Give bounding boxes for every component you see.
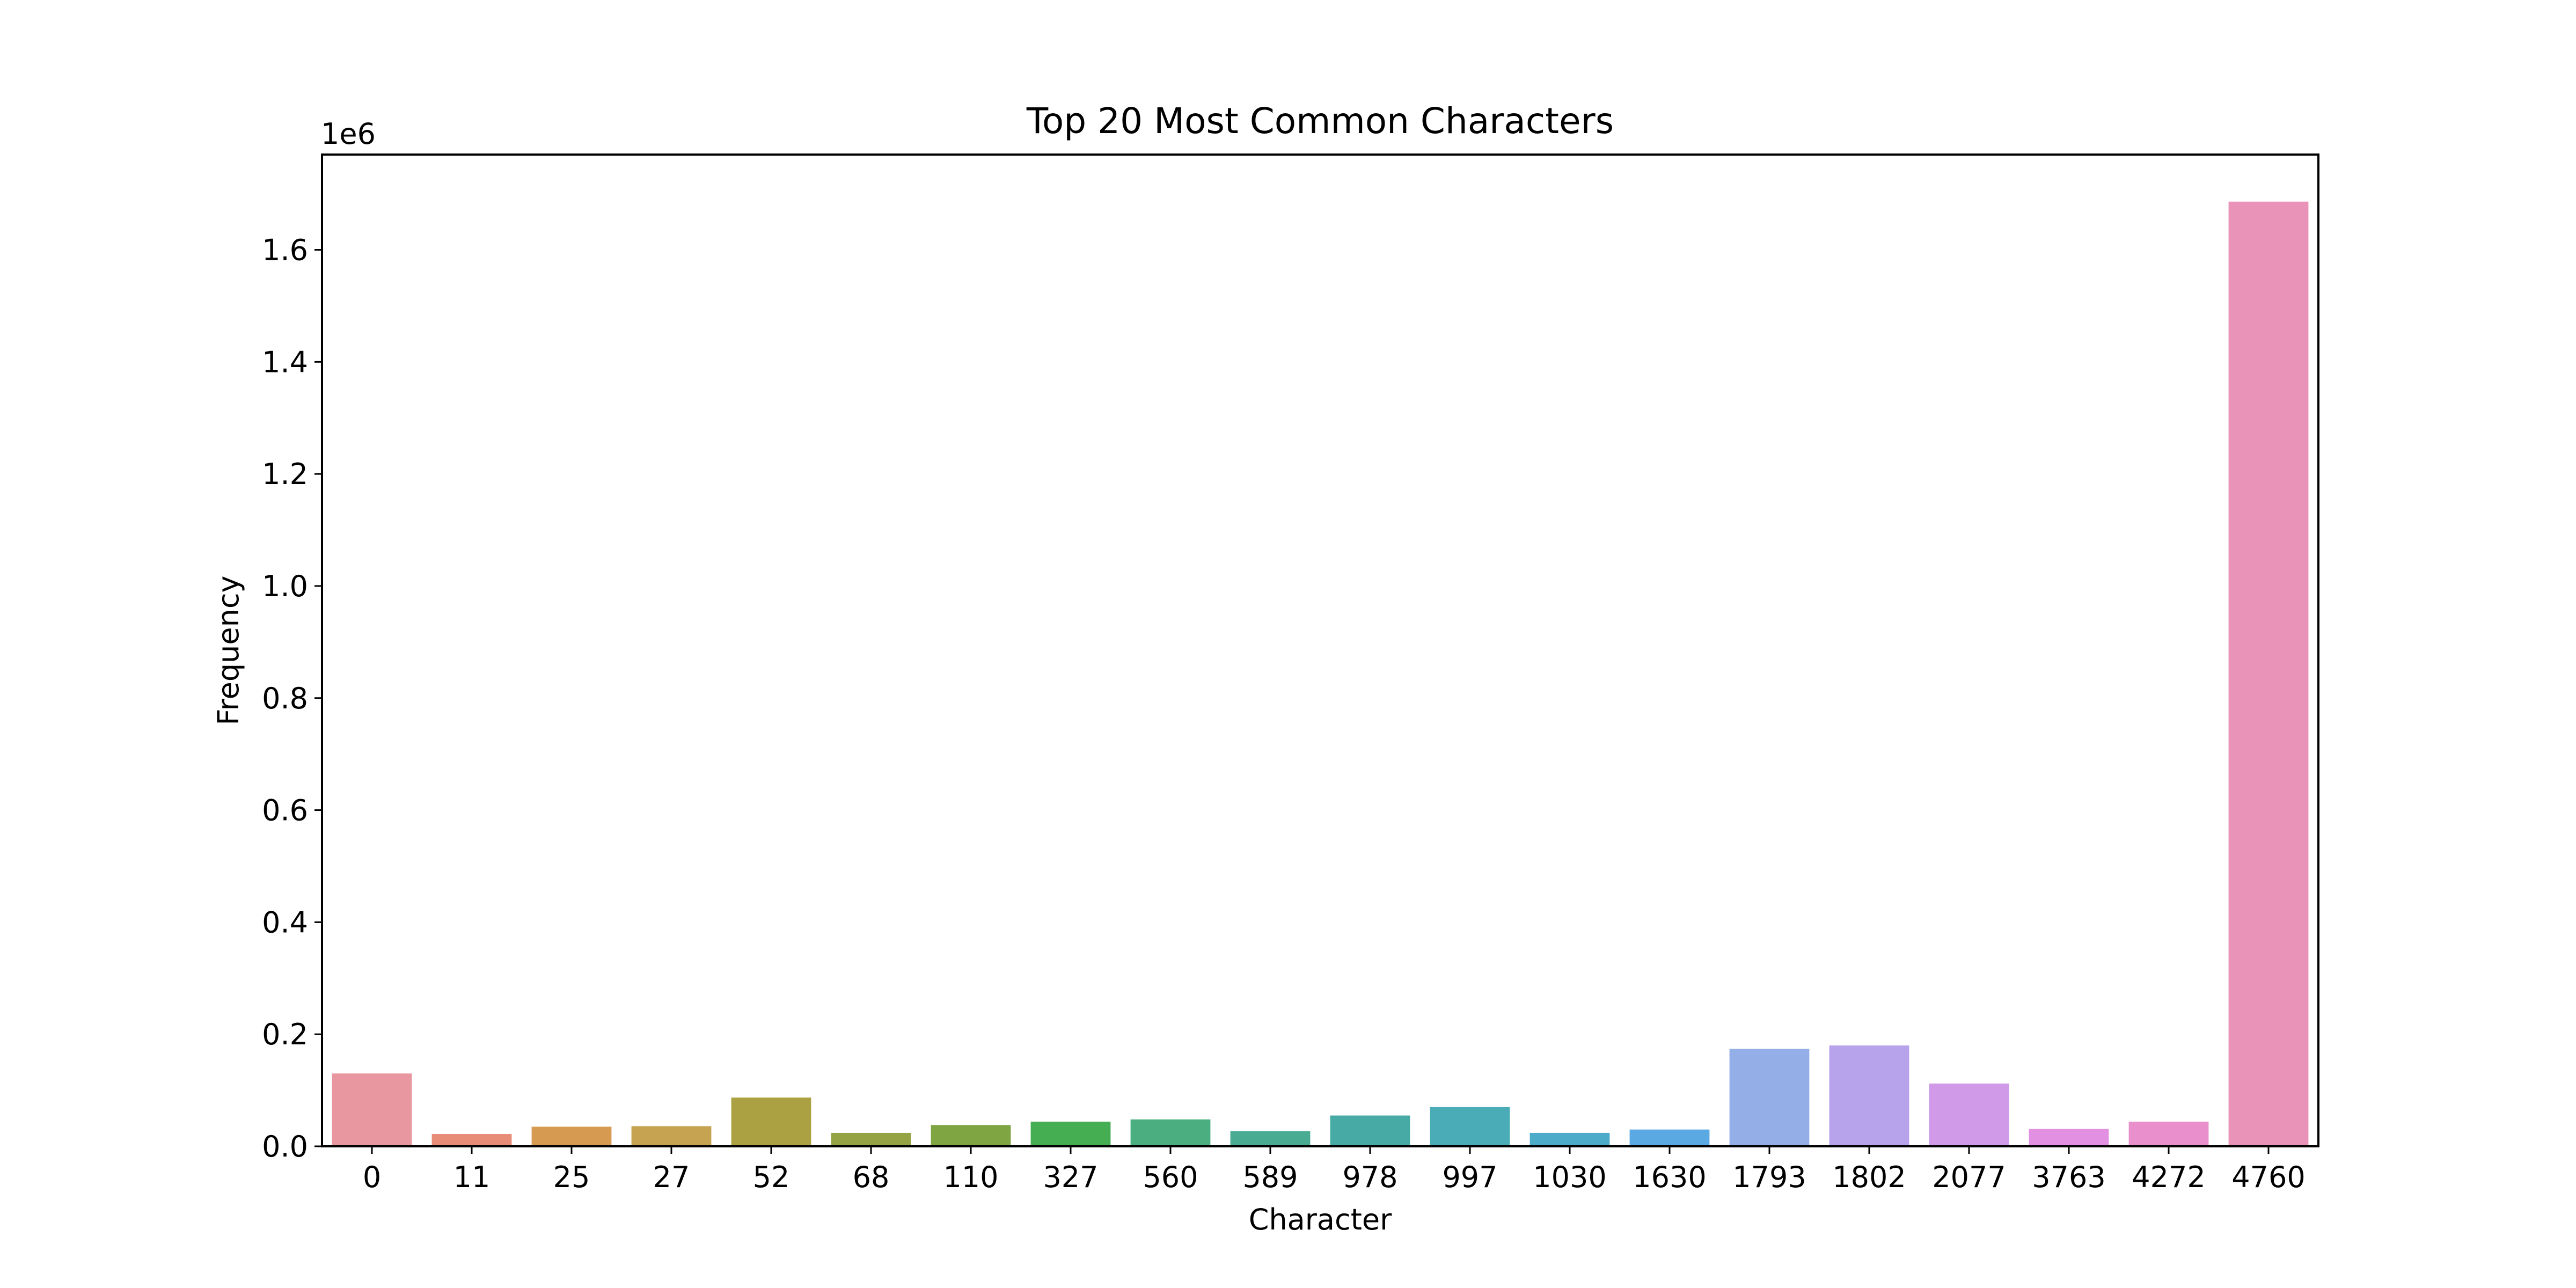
x-tick-label: 1630 (1633, 1160, 1706, 1194)
bar-52 (731, 1097, 811, 1146)
y-tick-label: 0.4 (262, 905, 308, 939)
y-axis: 0.0 0.2 0.4 0.6 0.8 1.0 1.2 1.4 1.6 (262, 233, 322, 1163)
bar-1793 (1729, 1049, 1810, 1146)
x-tick-label: 1802 (1832, 1160, 1906, 1194)
y-tick-label: 1.6 (262, 233, 308, 267)
x-tick-label: 327 (1043, 1160, 1098, 1194)
y-tick-label: 0.6 (262, 794, 308, 828)
x-tick-label: 978 (1342, 1160, 1397, 1194)
x-tick-label: 1793 (1732, 1160, 1806, 1194)
x-axis-label: Character (1249, 1203, 1392, 1236)
bar-1030 (1529, 1132, 1610, 1146)
bar-25 (531, 1126, 612, 1146)
bar-327 (1030, 1122, 1111, 1146)
y-axis-label: Frequency (211, 576, 245, 726)
bar-1630 (1629, 1129, 1710, 1146)
bar-1802 (1829, 1045, 1909, 1146)
x-tick-label: 4760 (2231, 1160, 2305, 1194)
y-tick-label: 0.0 (262, 1130, 308, 1163)
x-tick-label: 52 (753, 1160, 790, 1194)
y-offset-label: 1e6 (321, 117, 376, 151)
x-tick-label: 560 (1143, 1160, 1198, 1194)
bar-589 (1230, 1131, 1311, 1146)
x-tick-label: 68 (853, 1160, 890, 1194)
x-tick-label: 25 (553, 1160, 590, 1194)
plot-frame (321, 153, 2319, 1147)
bar-0 (332, 1073, 412, 1146)
chart-title: Top 20 Most Common Characters (1026, 100, 1614, 142)
y-tick-label: 1.0 (262, 569, 308, 603)
bar-11 (431, 1134, 512, 1146)
x-tick-label: 997 (1442, 1160, 1497, 1194)
y-tick-label: 0.8 (262, 682, 308, 715)
bar-110 (931, 1125, 1011, 1146)
x-tick-label: 0 (363, 1160, 381, 1194)
bar-27 (631, 1126, 712, 1146)
bar-68 (831, 1132, 911, 1146)
x-tick-label: 3763 (2032, 1160, 2105, 1194)
bar-2077 (1929, 1084, 2009, 1146)
x-tick-label: 589 (1242, 1160, 1298, 1194)
x-tick-label: 2077 (1932, 1160, 2006, 1194)
y-tick-label: 1.4 (262, 345, 308, 379)
y-tick-label: 0.2 (262, 1018, 308, 1051)
bar-978 (1330, 1115, 1410, 1146)
x-tick-label: 11 (453, 1160, 491, 1194)
x-tick-label: 27 (653, 1160, 690, 1194)
x-axis: 0 11 25 27 52 68 110 327 560 589 978 997 1030 1630 179… (363, 1146, 2306, 1194)
x-tick-label: 1030 (1533, 1160, 1606, 1194)
x-tick-label: 110 (943, 1160, 998, 1194)
bar-4272 (2128, 1122, 2209, 1146)
y-tick-label: 1.2 (262, 457, 308, 491)
bar-560 (1130, 1119, 1211, 1146)
bars-layer (332, 201, 2309, 1147)
bar-3763 (2029, 1129, 2109, 1146)
x-tick-label: 4272 (2132, 1160, 2205, 1194)
bar-4760 (2228, 201, 2309, 1147)
bar-997 (1430, 1107, 1510, 1146)
